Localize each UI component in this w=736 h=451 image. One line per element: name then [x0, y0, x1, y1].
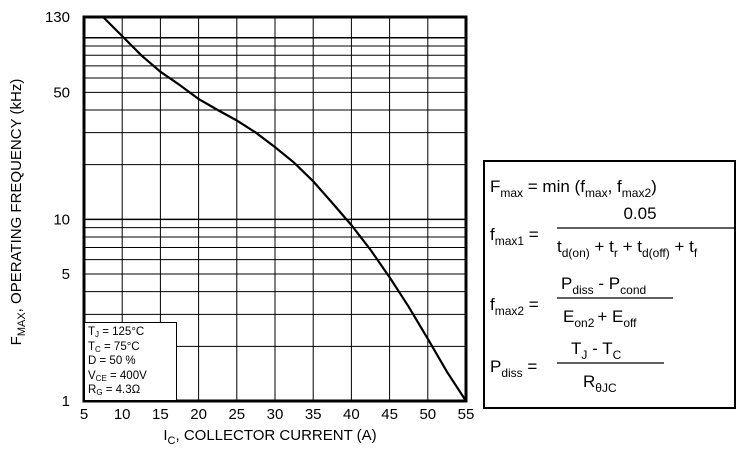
formula-fmax2-lhs: fmax2 =	[490, 295, 539, 318]
frequency-curve	[102, 16, 467, 402]
x-tick-label: 30	[267, 406, 284, 423]
formula-fmax1-numerator: 0.05	[623, 204, 656, 223]
formula-fmax1-denominator: td(on) + tr + td(off) + tf	[557, 237, 698, 260]
x-axis-title: IC, COLLECTOR CURRENT (A)	[163, 427, 376, 447]
condition-rg: RG = 4.3Ω	[88, 384, 141, 398]
condition-duty: D = 50 %	[88, 355, 136, 368]
formula-pdiss-lhs: Pdiss =	[490, 357, 537, 380]
x-tick-label: 45	[381, 406, 398, 423]
x-tick-label: 50	[419, 406, 436, 423]
condition-tc: TC = 75°C	[88, 340, 140, 354]
x-tick-label: 35	[305, 406, 322, 423]
y-tick-labels: 1 5 10 50 130	[45, 9, 70, 410]
y-tick-label: 50	[53, 84, 70, 101]
x-tick-label: 55	[458, 406, 475, 423]
formula-pdiss-numerator: TJ - TC	[571, 339, 622, 362]
y-tick-label: 5	[62, 266, 70, 283]
condition-vce: VCE = 400V	[88, 369, 147, 383]
x-tick-label: 10	[114, 406, 131, 423]
formula-fmax1-lhs: fmax1 =	[490, 225, 539, 248]
y-tick-label: 10	[53, 211, 70, 228]
x-tick-label: 25	[228, 406, 245, 423]
grid-lines	[84, 17, 466, 401]
x-tick-label: 15	[152, 406, 169, 423]
y-tick-label: 130	[45, 9, 70, 26]
y-tick-label: 1	[62, 393, 70, 410]
condition-tj: TJ = 125°C	[88, 326, 145, 339]
formula-box: Fmax = min (fmax, fmax2) fmax1 = 0.05 td…	[483, 160, 736, 409]
test-conditions-box: TJ = 125°C TC = 75°C D = 50 % VCE = 400V…	[84, 322, 177, 401]
formula-fmax2-denominator: Eon2 + Eoff	[563, 307, 637, 330]
x-tick-label: 20	[190, 406, 207, 423]
formula-fmax: Fmax = min (fmax, fmax2)	[490, 177, 657, 200]
formula-pdiss-denominator: RθJC	[583, 372, 617, 395]
plot-frame	[82, 15, 468, 403]
formula-fmax2-numerator: Pdiss - Pcond	[561, 274, 646, 297]
x-tick-labels: 5 10 15 20 25 30 35 40 45 50 55	[80, 406, 475, 423]
formula-svg: Fmax = min (fmax, fmax2) fmax1 = 0.05 td…	[490, 177, 734, 395]
x-tick-label: 5	[80, 406, 88, 423]
y-axis-title: FMAX, OPERATING FREQUENCY (kHz)	[8, 79, 28, 346]
x-tick-label: 40	[343, 406, 360, 423]
